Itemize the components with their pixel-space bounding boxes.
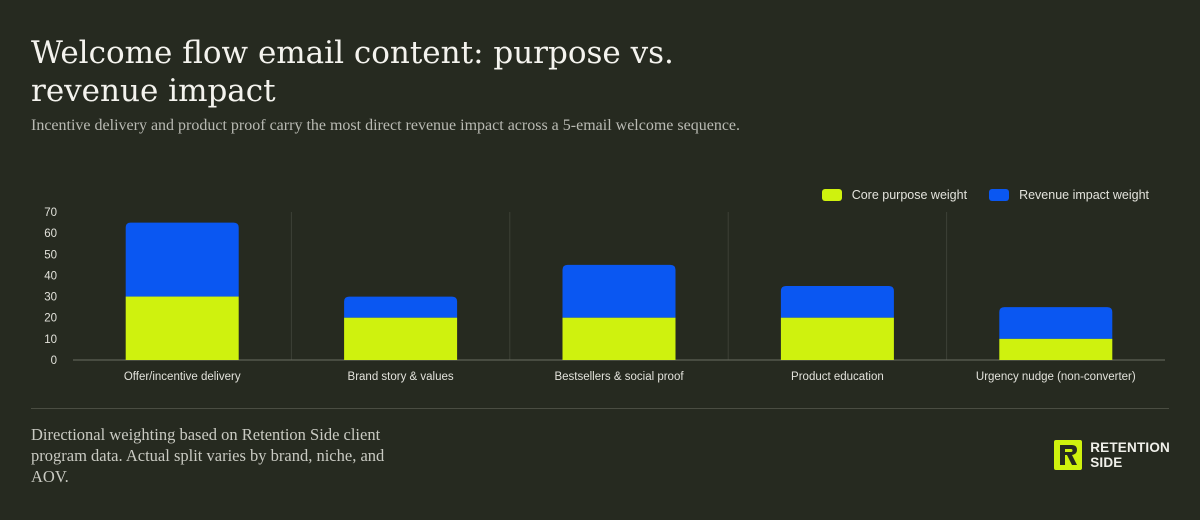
chart-subtitle: Incentive delivery and product proof car… (31, 117, 741, 134)
logo-text-line2: SIDE (1090, 455, 1123, 470)
x-tick-label: Bestsellers & social proof (554, 371, 684, 383)
x-tick-label: Product education (791, 371, 884, 383)
x-tick-label: Offer/incentive delivery (124, 371, 241, 383)
y-tick-label: 0 (51, 355, 57, 367)
y-tick-label: 70 (44, 207, 57, 219)
brand-logo: RETENTION SIDE (1054, 440, 1170, 470)
x-tick-label: Urgency nudge (non-converter) (976, 371, 1136, 383)
bar-segment-core (999, 338, 1113, 360)
bar-segment-revenue (999, 307, 1113, 339)
legend-item-core: Core purpose weight (821, 188, 968, 202)
bar-segment-core (562, 317, 676, 360)
y-tick-label: 30 (44, 292, 57, 304)
y-tick-label: 20 (44, 313, 57, 325)
bar-segment-revenue (562, 264, 676, 318)
logo-wordmark: RETENTION SIDE (1090, 440, 1170, 470)
y-tick-label: 10 (44, 334, 57, 346)
bar-segment-core (780, 317, 894, 360)
legend-label-revenue: Revenue impact weight (1019, 188, 1149, 202)
y-tick-label: 50 (44, 249, 57, 261)
legend-swatch-revenue (989, 189, 1010, 201)
chart-title: Welcome flow email content: purpose vs. … (31, 35, 674, 109)
bar-segment-revenue (344, 296, 458, 318)
retention-side-logo-icon (1054, 440, 1083, 470)
chart-legend: Core purpose weight Revenue impact weigh… (821, 188, 1149, 202)
bar-segment-revenue (780, 286, 894, 318)
legend-item-revenue: Revenue impact weight (989, 188, 1149, 202)
logo-text-line1: RETENTION (1090, 440, 1170, 455)
x-tick-label: Brand story & values (348, 371, 454, 383)
bar-segment-core (125, 296, 239, 360)
bar-segment-core (344, 317, 458, 360)
y-tick-label: 40 (44, 270, 57, 282)
footer-divider (31, 408, 1169, 409)
legend-label-core: Core purpose weight (851, 188, 968, 202)
footnote: Directional weighting based on Retention… (31, 425, 385, 486)
bar-segment-revenue (125, 222, 239, 297)
y-tick-label: 60 (44, 228, 57, 240)
stacked-bar-chart: 0 10 20 30 40 50 60 70 Offer/incentive delivery B… (44, 207, 1165, 383)
legend-swatch-core (821, 189, 842, 201)
